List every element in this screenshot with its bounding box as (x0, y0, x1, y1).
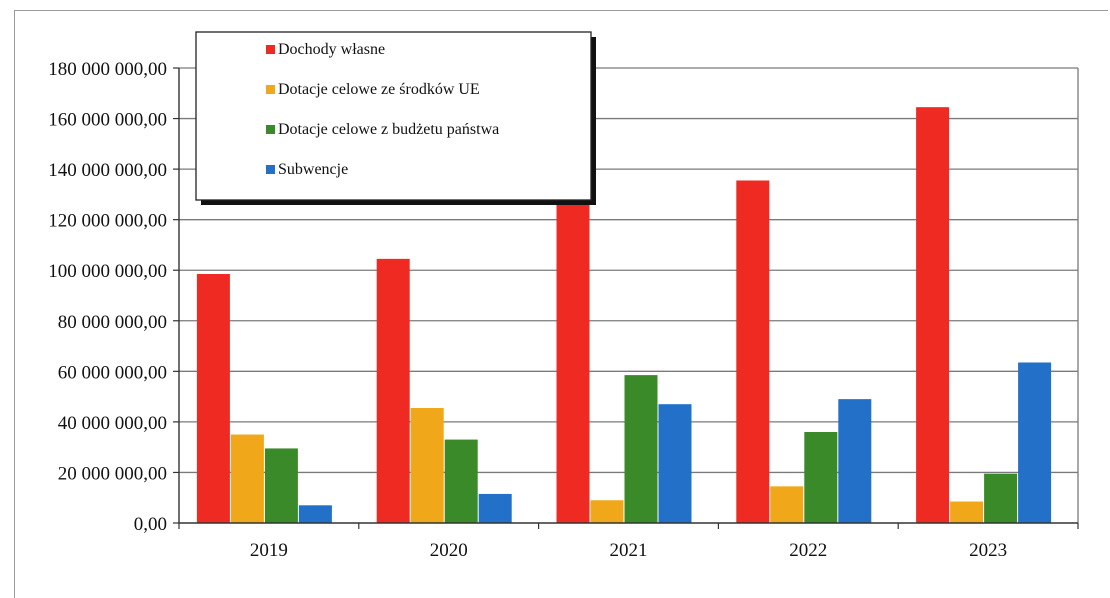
bar-dotacje-celowe-ze-rodk-w-ue-2022 (770, 486, 804, 523)
bar-subwencje-2022 (838, 399, 872, 523)
legend-swatch (266, 165, 275, 174)
legend-label: Dotacje celowe ze środków UE (278, 81, 480, 98)
y-tick-label: 180 000 000,00 (48, 59, 167, 80)
bar-dotacje-celowe-z-bud-etu-pa-stwa-2020 (444, 439, 478, 523)
legend-label: Dotacje celowe z budżetu państwa (278, 121, 499, 138)
bars (196, 107, 1052, 524)
legend: Dochody własne Dotacje celowe ze środków … (195, 31, 596, 205)
bar-subwencje-2021 (658, 404, 692, 523)
y-tick-label: 60 000 000,00 (58, 362, 167, 383)
y-tick-label: 80 000 000,00 (58, 312, 167, 333)
x-tick-label: 2021 (610, 540, 648, 561)
x-tick-label: 2023 (969, 540, 1007, 561)
bar-subwencje-2023 (1018, 362, 1052, 523)
y-tick-label: 160 000 000,00 (48, 110, 167, 131)
y-tick-label: 140 000 000,00 (48, 160, 167, 181)
legend-swatch (266, 125, 275, 134)
bar-subwencje-2020 (478, 493, 512, 523)
y-axis-ticks: 0,00 20 000 000,00 40 000 000,00 60 000 000… (48, 59, 179, 535)
legend-swatch (266, 45, 275, 54)
bar-subwencje-2019 (298, 505, 332, 523)
bar-dotacje-celowe-ze-rodk-w-ue-2019 (230, 434, 264, 523)
chart-frame (14, 10, 1108, 598)
axes (178, 68, 1078, 524)
x-tick-label: 2020 (430, 540, 468, 561)
bar-dotacje-celowe-ze-rodk-w-ue-2021 (590, 500, 624, 523)
bar-dochody-w-asne-2021 (556, 199, 590, 523)
bar-dotacje-celowe-ze-rodk-w-ue-2023 (950, 501, 984, 523)
bar-dotacje-celowe-z-bud-etu-pa-stwa-2021 (624, 375, 658, 523)
legend-label: Dochody własne (278, 41, 385, 58)
bar-dotacje-celowe-z-bud-etu-pa-stwa-2022 (804, 432, 838, 523)
bar-dochody-w-asne-2023 (916, 107, 950, 524)
bar-dotacje-celowe-z-bud-etu-pa-stwa-2023 (984, 473, 1018, 523)
bar-dotacje-celowe-ze-rodk-w-ue-2020 (410, 407, 444, 523)
y-tick-label: 100 000 000,00 (48, 261, 167, 282)
y-tick-label: 0,00 (134, 514, 167, 535)
bar-dochody-w-asne-2022 (736, 180, 770, 523)
x-axis-ticks: 2019 2020 2021 2022 2023 (178, 523, 1079, 561)
legend-label: Subwencje (278, 161, 348, 178)
legend-swatch (266, 85, 275, 94)
x-tick-label: 2019 (250, 540, 288, 561)
y-tick-label: 120 000 000,00 (48, 211, 167, 232)
x-tick-label: 2022 (789, 540, 827, 561)
bar-dochody-w-asne-2019 (196, 274, 230, 523)
bar-dotacje-celowe-z-bud-etu-pa-stwa-2019 (264, 448, 298, 523)
bar-dochody-w-asne-2020 (376, 258, 410, 523)
y-tick-label: 20 000 000,00 (58, 463, 167, 484)
legend-box (195, 31, 592, 201)
y-tick-label: 40 000 000,00 (58, 413, 167, 434)
